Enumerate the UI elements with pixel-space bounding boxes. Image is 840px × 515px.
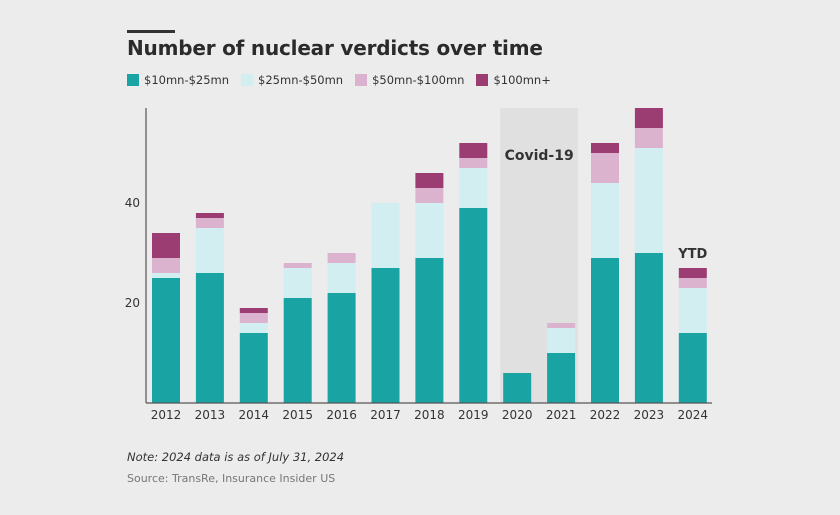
x-tick-label: 2015 [282,408,313,422]
bar-segment [591,143,619,153]
bar-segment [239,313,268,323]
bar-segment [152,273,180,278]
bar-segment [678,268,707,278]
x-tick-label: 2013 [195,408,226,422]
bar-segment [547,328,576,353]
bar-segment [283,298,312,403]
bar-segment [459,208,488,403]
x-tick-label: 2020 [502,408,533,422]
bar-segment [503,373,532,403]
legend-item: $25mn-$50mn [241,73,343,87]
bar-segment [283,268,312,298]
title-accent-line [127,30,175,33]
bar-segment [239,323,268,333]
bar-segment [415,203,444,258]
bar-chart: 20 40 2012 2013 2014 2015 2016 2017 2018 2019 2020… [125,108,712,422]
x-tick-label: 2017 [370,408,401,422]
bar-segment [634,128,663,148]
bar-segment [459,158,488,168]
legend-label: $100mn+ [493,73,551,87]
bar-segment [371,203,400,268]
legend-swatch [241,74,254,86]
bar-segment [547,323,576,328]
x-tick-label: 2012 [151,408,182,422]
bar-segment [195,213,224,218]
bar-segment [678,288,707,333]
bar-segment [634,148,663,253]
bar-segment [459,143,488,158]
x-tick-label: 2022 [590,408,621,422]
x-tick-label: 2019 [458,408,489,422]
legend-swatch [355,74,368,86]
y-tick-label: 40 [125,196,140,210]
legend-item: $10mn-$25mn [127,73,229,87]
bar-segment [547,353,576,403]
x-tick-label: 2014 [239,408,270,422]
bar-segment [415,173,444,188]
bar-segment [239,308,268,313]
bar-segment [327,253,356,263]
bar-segment [283,263,312,268]
bar-segment [591,258,619,403]
x-tick-label: 2018 [414,408,445,422]
source-line: Source: TransRe, Insurance Insider US [127,472,336,485]
legend-label: $25mn-$50mn [258,73,344,87]
footnote: Note: 2024 data is as of July 31, 2024 [127,450,345,464]
bar-segment [634,108,663,128]
chart-title: Number of nuclear verdicts over time [127,36,543,60]
bar-segment [195,218,224,228]
bar-segment [195,228,224,273]
bar-segment [152,278,180,403]
bar-segment [327,263,356,293]
ytd-label: YTD [677,247,707,262]
x-tick-label: 2023 [634,408,665,422]
bar-segment [152,258,180,273]
x-tick-label: 2016 [326,408,357,422]
legend-item: $50mn-$100mn [355,73,464,87]
bar-segment [634,253,663,403]
bar-segment [239,333,268,403]
bar-segment [415,188,444,203]
x-tick-label: 2021 [546,408,577,422]
x-tick-label: 2024 [678,408,709,422]
legend-label: $10mn-$25mn [144,73,230,87]
bar-segment [152,233,180,258]
bar-segment [415,258,444,403]
bar-segment [591,183,619,258]
bar-segment [591,153,619,183]
bar-segment [327,293,356,403]
legend: $10mn-$25mn $25mn-$50mn $50mn-$100mn $10… [127,73,563,87]
legend-swatch [127,74,139,86]
bar-segment [678,278,707,288]
bar-segment [678,333,707,403]
bar-segment [371,268,400,403]
legend-item: $100mn+ [476,73,551,87]
covid-label: Covid-19 [505,148,574,164]
bar-segment [195,273,224,403]
legend-swatch [476,74,489,86]
bar-segment [459,168,488,208]
y-tick-label: 20 [125,296,140,310]
legend-label: $50mn-$100mn [372,73,465,87]
